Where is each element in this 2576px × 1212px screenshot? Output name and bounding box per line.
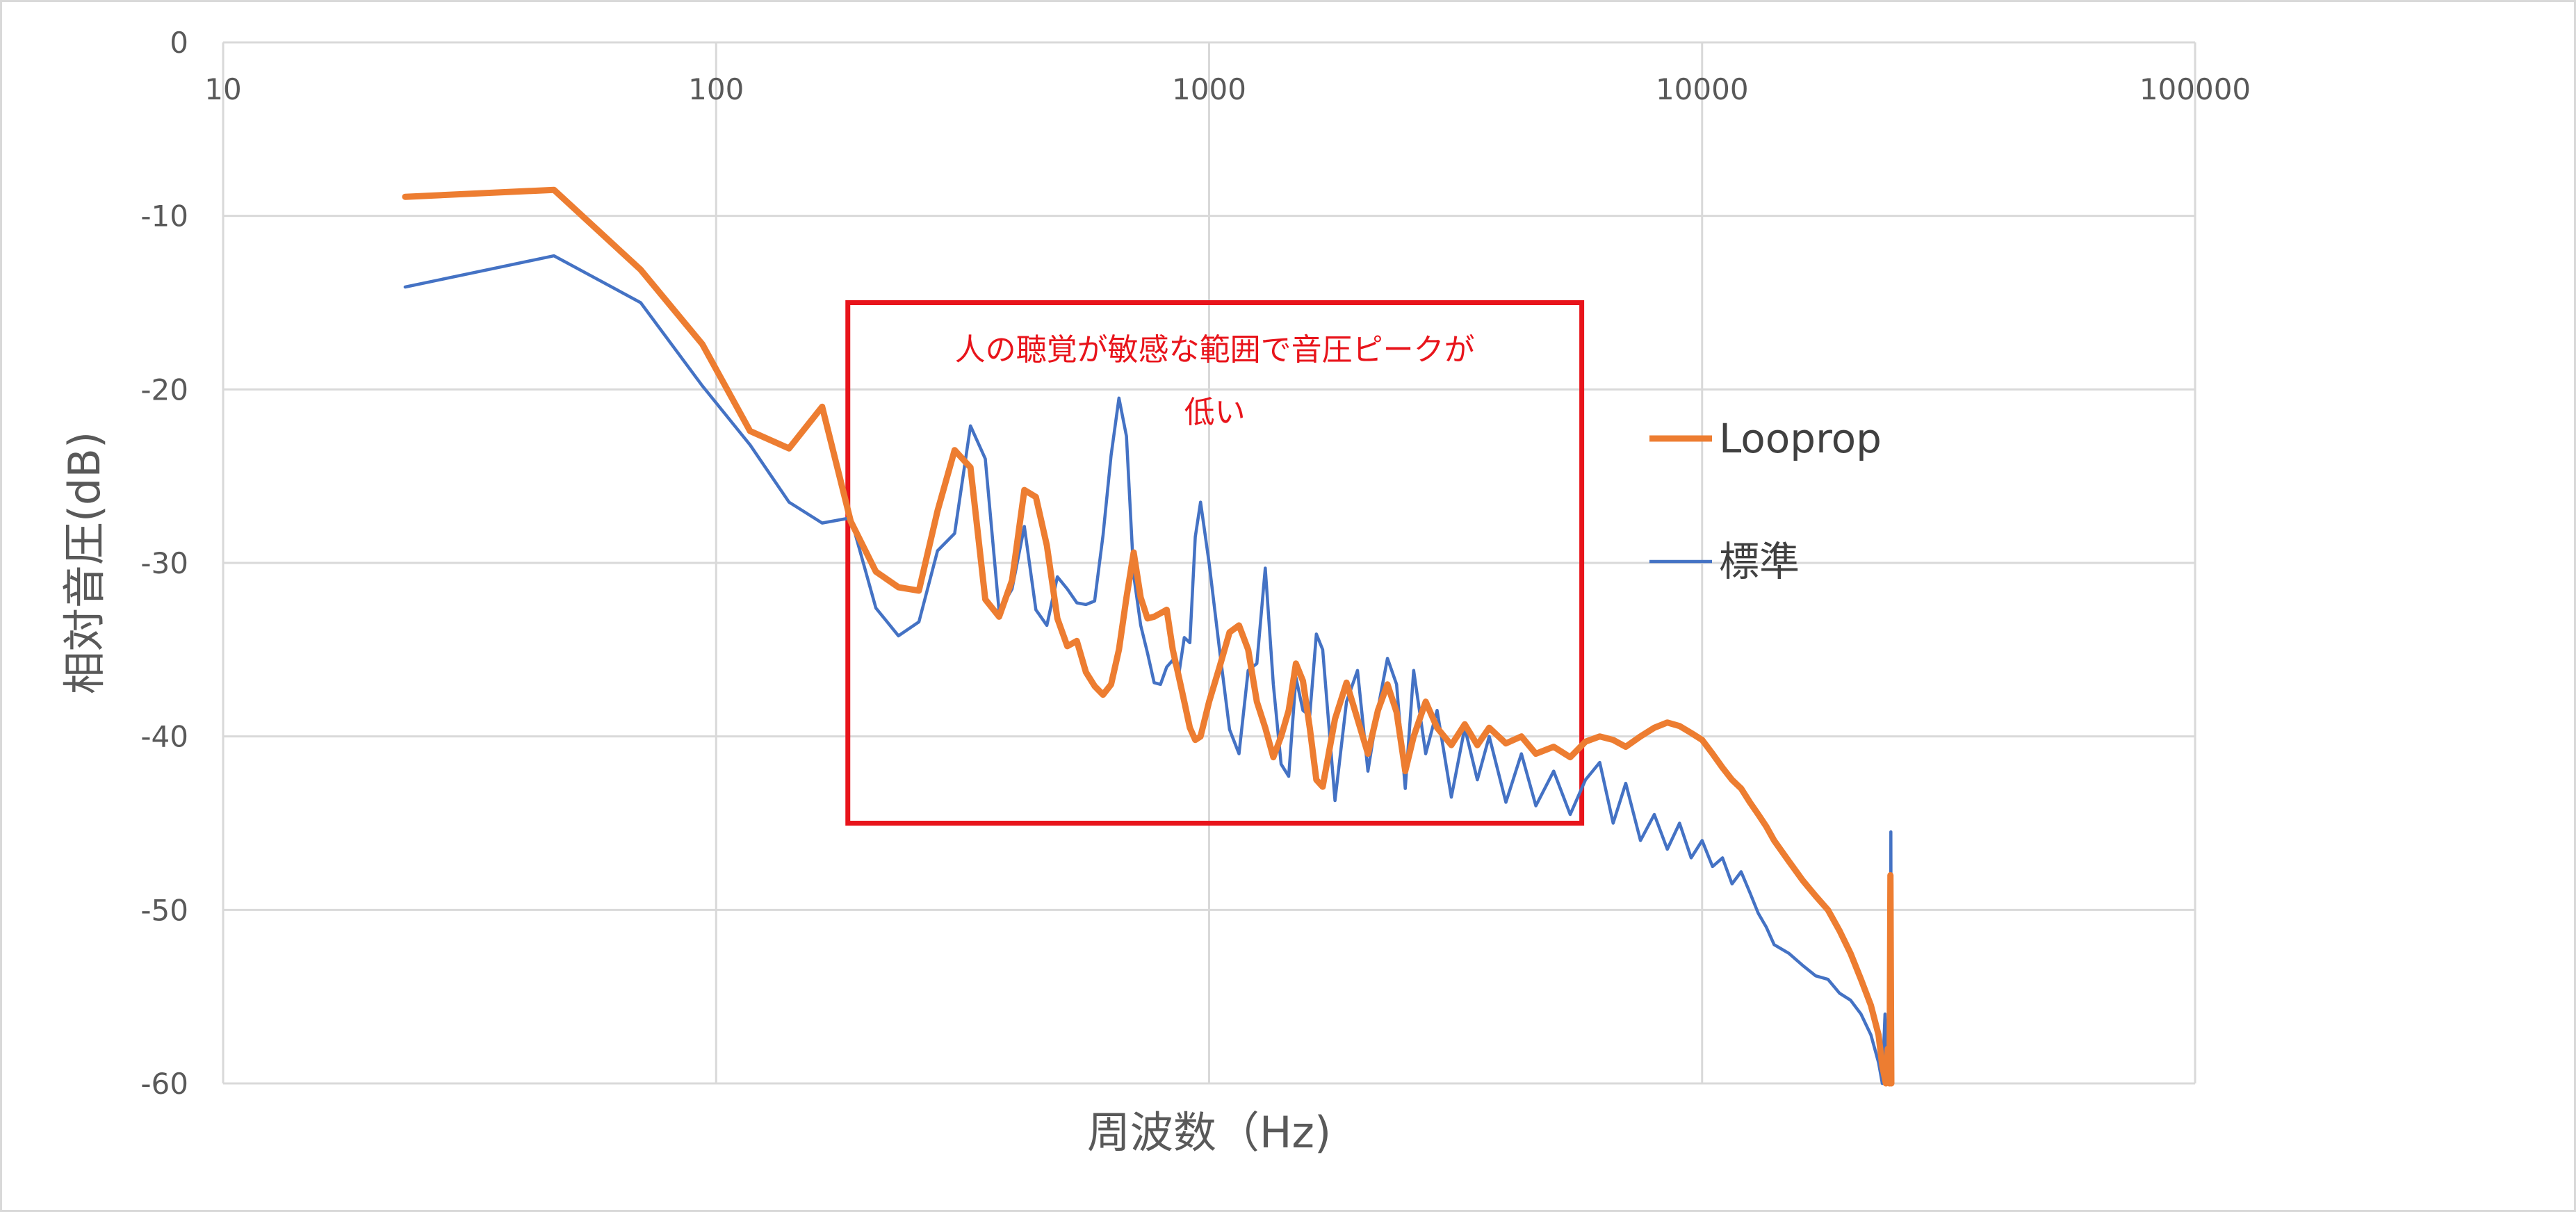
annotation-text-line2: 低い: [1184, 395, 1246, 430]
y-tick-label: -50: [140, 893, 188, 927]
y-tick-label: -10: [140, 199, 188, 234]
legend-label-1: 標準: [1719, 538, 1800, 585]
legend: Looprop 標準: [1649, 415, 1882, 585]
series-lines: [402, 186, 1895, 1087]
x-tick-label: 100: [688, 72, 744, 106]
x-axis-title: 周波数（Hz): [1087, 1107, 1331, 1158]
x-tick-label: 10000: [1656, 72, 1749, 106]
y-tick-label: -60: [140, 1067, 188, 1101]
y-tick-label: 0: [170, 26, 188, 60]
annotation-group: 人の聴覚が敏感な範囲で音圧ピークが 低い: [845, 300, 1585, 826]
series-line-0: [402, 186, 1895, 1087]
series-line-1: [403, 254, 1893, 1086]
annotation-text-line1: 人の聴覚が敏感な範囲で音圧ピークが: [955, 332, 1475, 368]
legend-label-0: Looprop: [1719, 415, 1882, 462]
y-axis-title: 相対音圧(dB): [59, 432, 110, 694]
x-tick-label: 100000: [2139, 72, 2251, 106]
x-tick-label: 10: [204, 72, 241, 106]
y-tick-label: -30: [140, 546, 188, 580]
tick-labels: 0 -10 -20 -30 -40 -50 -60 10 100 1000 10000 100000: [140, 26, 2251, 1101]
gridlines: [222, 41, 2196, 1085]
y-tick-label: -20: [140, 372, 188, 407]
y-tick-label: -40: [140, 720, 188, 754]
annotation-box: [845, 300, 1585, 826]
x-tick-label: 1000: [1172, 72, 1246, 106]
